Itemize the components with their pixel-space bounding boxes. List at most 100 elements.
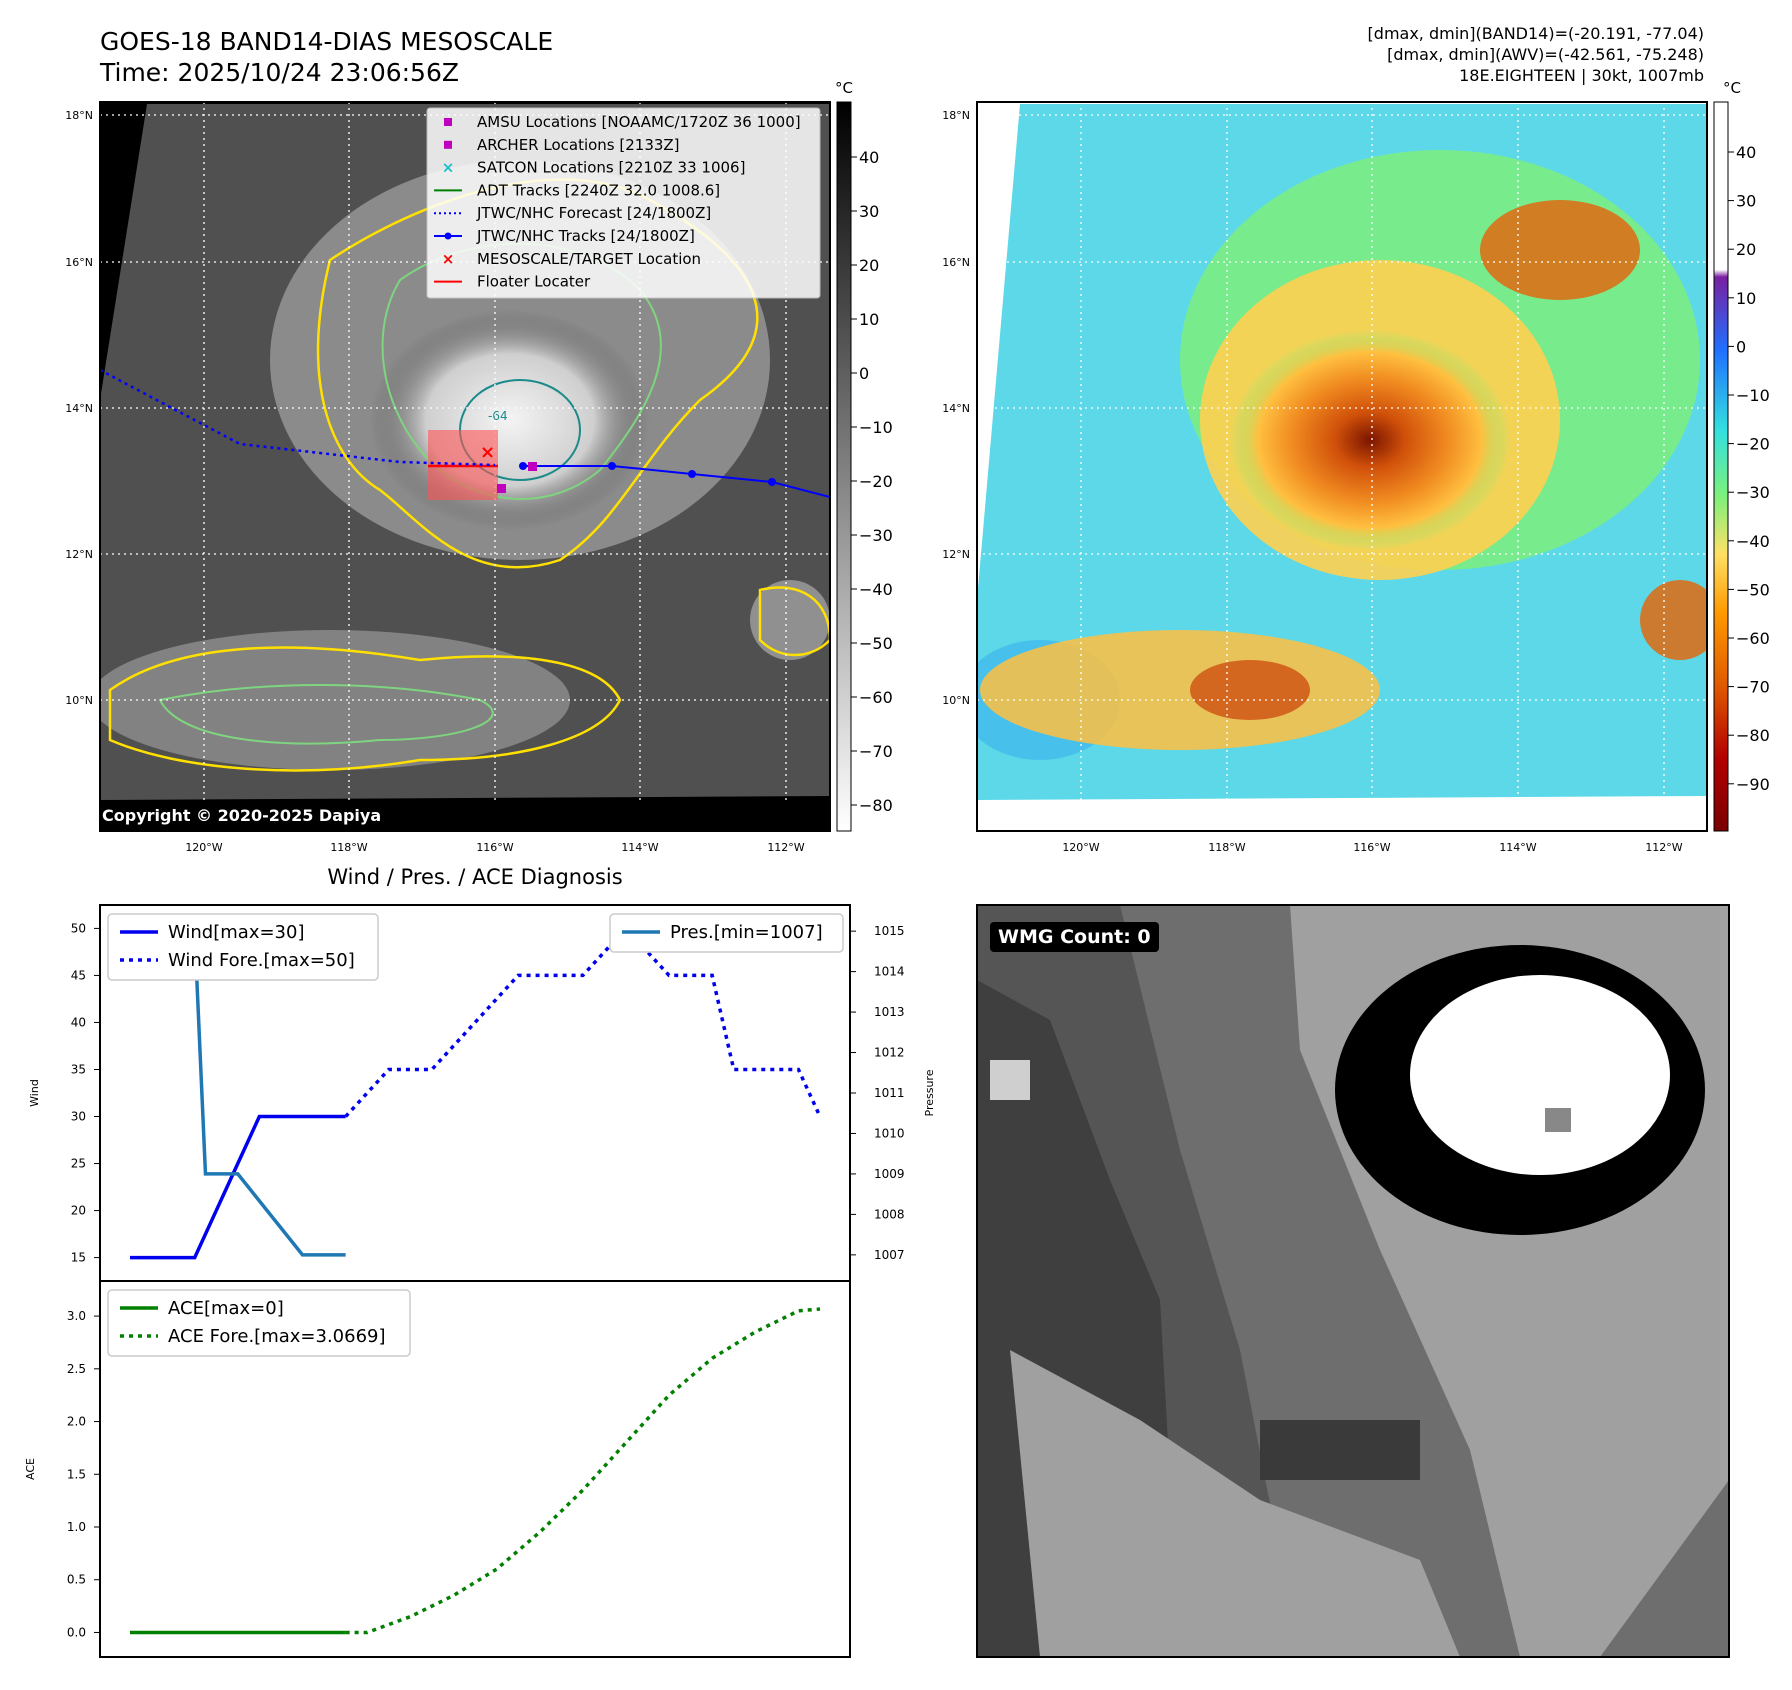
- y2-tick-label: 1012: [874, 1046, 905, 1060]
- chart-legend: [107, 1289, 411, 1357]
- colorbar-tick: −50: [859, 634, 893, 653]
- colorbar-tick: −20: [1736, 435, 1770, 454]
- colorbar-tick: −60: [859, 688, 893, 707]
- y-tick-label: 0.5: [67, 1573, 86, 1587]
- y2-tick-label: 1013: [874, 1005, 905, 1019]
- colorbar-tick: −30: [1736, 483, 1770, 502]
- colorbar-tick: −40: [1736, 532, 1770, 551]
- stats-line-1: [dmax, dmin](BAND14)=(-20.191, -77.04): [1368, 24, 1704, 43]
- lon-label: 118°W: [330, 841, 367, 854]
- lon-label: 112°W: [1645, 841, 1682, 854]
- wmg-count-badge: WMG Count: 0: [990, 922, 1159, 952]
- lon-label: 114°W: [1499, 841, 1536, 854]
- colorbar-unit: °C: [1723, 79, 1741, 97]
- y2-tick-label: 1007: [874, 1248, 905, 1262]
- colorbar-tick: 20: [859, 256, 879, 275]
- color-colorbar: [1713, 101, 1729, 832]
- legend-marker-dot: [444, 232, 452, 240]
- colorbar-tick: −20: [859, 472, 893, 491]
- y2-tick-label: 1009: [874, 1167, 905, 1181]
- chart-legend: [609, 913, 844, 953]
- colorbar-tick: −70: [859, 742, 893, 761]
- y-tick-label: 30: [71, 1110, 86, 1124]
- figure-time: Time: 2025/10/24 23:06:56Z: [99, 58, 459, 87]
- legend-marker: ×: [442, 159, 455, 177]
- y-tick-label: 35: [71, 1062, 86, 1076]
- pressure-axis-label: Pressure: [923, 1069, 936, 1116]
- svg-text:-64: -64: [488, 409, 508, 423]
- grayscale-colorbar: [836, 101, 852, 832]
- y-tick-label: 2.5: [67, 1362, 86, 1376]
- y-tick-label: 2.0: [67, 1415, 86, 1429]
- series-line: [130, 1114, 346, 1260]
- colorbar-tick: −60: [1736, 629, 1770, 648]
- stats-line-2: [dmax, dmin](AWV)=(-42.561, -75.248): [1387, 45, 1704, 64]
- colorbar-tick: 40: [1736, 143, 1756, 162]
- archer-marker: [497, 484, 506, 493]
- y2-tick-label: 1008: [874, 1207, 905, 1221]
- lat-label: 10°N: [65, 694, 93, 707]
- copyright: Copyright © 2020-2025 Dapiya: [102, 806, 382, 825]
- wind-axis-label: Wind: [28, 1079, 41, 1107]
- colorbar-tick: −40: [859, 580, 893, 599]
- y-tick-label: 50: [71, 921, 86, 935]
- lon-label: 112°W: [767, 841, 804, 854]
- colorbar-tick: 20: [1736, 240, 1756, 259]
- lat-label: 16°N: [942, 256, 970, 269]
- legend-label: ADT Tracks [2240Z 32.0 1008.6]: [477, 181, 720, 199]
- y-tick-label: 0.0: [67, 1625, 86, 1639]
- colorbar-tick: −70: [1736, 678, 1770, 697]
- ace-axis-label: ACE: [24, 1458, 37, 1480]
- colorbar-tick: −80: [1736, 726, 1770, 745]
- legend-label: Pres.[min=1007]: [670, 922, 823, 943]
- color-map-panel: [977, 102, 1707, 831]
- map-gridlines: [977, 102, 1707, 831]
- lon-label: 120°W: [185, 841, 222, 854]
- colorbar-tick: 10: [859, 310, 879, 329]
- colorbar-tick: −90: [1736, 775, 1770, 794]
- colorbar-tick: −50: [1736, 580, 1770, 599]
- legend-label: SATCON Locations [2210Z 33 1006]: [477, 159, 745, 177]
- colorbar-tick: 0: [859, 364, 869, 383]
- colorbar-tick: 10: [1736, 289, 1756, 308]
- colorbar-tick: −10: [1736, 386, 1770, 405]
- diagnosis-title: Wind / Pres. / ACE Diagnosis: [327, 865, 622, 889]
- lon-label: 120°W: [1062, 841, 1099, 854]
- lat-label: 18°N: [65, 109, 93, 122]
- y-tick-label: 20: [71, 1204, 86, 1218]
- legend-label: JTWC/NHC Forecast [24/1800Z]: [476, 204, 711, 222]
- legend-marker: [444, 118, 452, 126]
- legend-label: ACE Fore.[max=3.0669]: [168, 1326, 386, 1347]
- legend-label: Wind Fore.[max=50]: [168, 950, 355, 971]
- legend-label: MESOSCALE/TARGET Location: [477, 250, 701, 268]
- legend-label: ARCHER Locations [2133Z]: [477, 136, 680, 154]
- lat-label: 14°N: [942, 402, 970, 415]
- lon-label: 116°W: [476, 841, 513, 854]
- lat-label: 16°N: [65, 256, 93, 269]
- y2-tick-label: 1011: [874, 1086, 905, 1100]
- colorbar-unit: °C: [835, 79, 853, 97]
- lat-label: 10°N: [942, 694, 970, 707]
- legend-label: Wind[max=30]: [168, 922, 305, 943]
- y2-tick-label: 1010: [874, 1126, 905, 1140]
- y-tick-label: 45: [71, 968, 86, 982]
- y-tick-label: 1.5: [67, 1467, 86, 1481]
- map-legend: AMSU Locations [NOAAMC/1720Z 36 1000] ARC…: [426, 107, 821, 299]
- figure-title: GOES-18 BAND14-DIAS MESOSCALE: [100, 27, 553, 56]
- track-point: [519, 462, 527, 470]
- y-tick-label: 25: [71, 1157, 86, 1171]
- lon-label: 118°W: [1208, 841, 1245, 854]
- colorbar-tick: −10: [859, 418, 893, 437]
- lon-label: 116°W: [1353, 841, 1390, 854]
- eye-region: [1410, 975, 1670, 1175]
- series-line: [344, 925, 822, 1118]
- colorbar-tick: −80: [859, 796, 893, 815]
- legend-label: ACE[max=0]: [168, 1298, 284, 1319]
- amsu-marker: [528, 462, 537, 471]
- chart-legend: [107, 913, 379, 981]
- track-point: [608, 462, 616, 470]
- wmg-panel: [977, 905, 1729, 1657]
- y-tick-label: 1.0: [67, 1520, 86, 1534]
- y-tick-label: 40: [71, 1015, 86, 1029]
